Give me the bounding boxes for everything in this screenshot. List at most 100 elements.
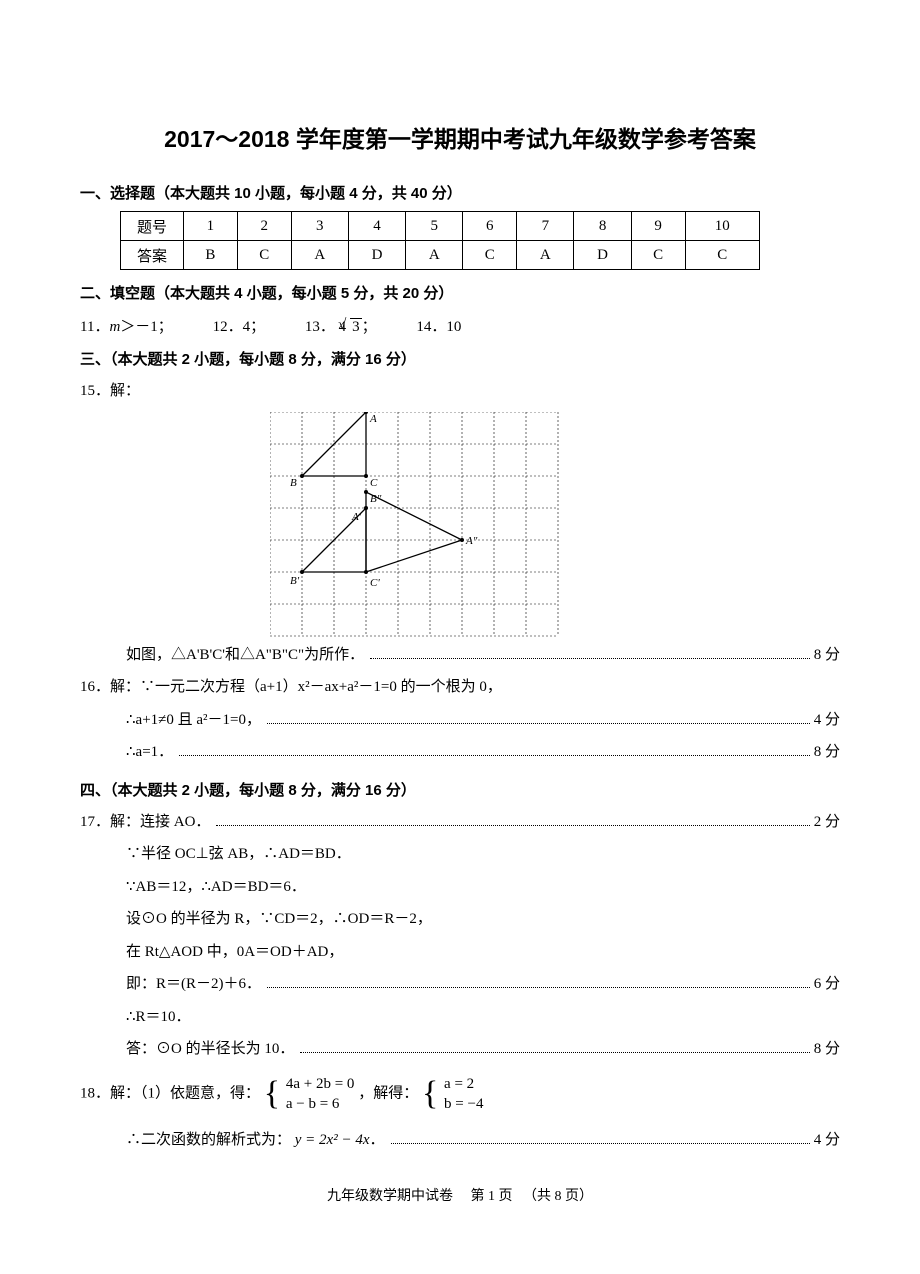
mc-answer: C xyxy=(237,241,291,270)
q17-l4: 设⊙O 的半径为 R，∵CD＝2，∴OD＝R－2， xyxy=(126,905,840,934)
lbl-A2: A" xyxy=(465,535,478,547)
q18-label: 18．解： xyxy=(80,1085,140,1101)
q15-label: 15．解： xyxy=(80,383,140,399)
mc-answer: C xyxy=(631,241,685,270)
q17-l1-score: 2 分 xyxy=(814,808,840,837)
q15-caption: 如图，△A'B'C'和△A"B"C"为所作． xyxy=(126,641,364,670)
q17-l8-score: 8 分 xyxy=(814,1035,840,1064)
row-label: 题号 xyxy=(121,212,184,241)
q18-eq2a: a = 2 xyxy=(444,1074,483,1094)
col-num: 7 xyxy=(517,212,574,241)
q17-l8-row: 答：⊙O 的半径长为 10． 8 分 xyxy=(126,1035,840,1064)
q15: 15．解： xyxy=(80,377,840,406)
q17-l5: 在 Rt△AOD 中，0A＝OD＋AD， xyxy=(126,938,840,967)
brace-left-icon: { xyxy=(422,1076,438,1112)
col-num: 6 xyxy=(463,212,517,241)
q12: 12．4； xyxy=(213,315,266,336)
q17-label-text: 17．解：连接 AO． xyxy=(80,808,210,837)
q15-diagram: A B C A' B' C' A" B" xyxy=(270,412,840,637)
q13: 13． 43； xyxy=(305,315,377,336)
col-num: 10 xyxy=(685,212,760,241)
q18-l2-eq: y = 2x² − 4x xyxy=(295,1132,370,1148)
mc-answer: A xyxy=(517,241,574,270)
q17-l6-score: 6 分 xyxy=(814,970,840,999)
q18-system1: 4a + 2b = 0 a − b = 6 xyxy=(286,1074,355,1115)
q18-l2: ∴二次函数的解析式为： xyxy=(126,1132,291,1148)
dotfill xyxy=(216,825,809,826)
footer-mid: 第 1 页 xyxy=(471,1189,513,1204)
col-num: 2 xyxy=(237,212,291,241)
mc-answer: A xyxy=(291,241,348,270)
q18-system2: a = 2 b = −4 xyxy=(444,1074,483,1115)
q13-radicand: 3 xyxy=(350,318,362,335)
sqrt-icon: 3 xyxy=(346,319,362,336)
dotfill xyxy=(391,1143,810,1144)
lbl-B: B xyxy=(290,477,297,489)
section1-heading: 一、选择题（本大题共 10 小题，每小题 4 分，共 40 分） xyxy=(80,182,840,203)
q16-l3-row: ∴a=1． 8 分 xyxy=(126,738,840,767)
q17-l8: 答：⊙O 的半径长为 10． xyxy=(126,1035,294,1064)
mc-answer: A xyxy=(406,241,463,270)
q16-l2: ∴a+1≠0 且 a²－1=0， xyxy=(126,706,261,735)
q17-l3: ∵AB＝12，∴AD＝BD＝6． xyxy=(126,873,840,902)
q18-l2-tail: ． xyxy=(369,1132,384,1148)
col-num: 9 xyxy=(631,212,685,241)
dotfill xyxy=(300,1052,809,1053)
q13-label: 13． xyxy=(305,319,335,335)
section4-heading: 四、（本大题共 2 小题，每小题 8 分，满分 16 分） xyxy=(80,779,840,800)
mc-answer: D xyxy=(574,241,631,270)
q17-l1-row: 17．解：连接 AO． 2 分 xyxy=(80,808,840,837)
page-footer: 九年级数学期中试卷 第 1 页 （共 8 页） xyxy=(80,1185,840,1205)
q14-label: 14． xyxy=(416,319,446,335)
q17-l6-row: 即：R＝(R－2)＋6． 6 分 xyxy=(126,970,840,999)
q14-ans: 10 xyxy=(446,319,461,335)
lbl-C1: C' xyxy=(370,577,380,589)
q16-l2-row: ∴a+1≠0 且 a²－1=0， 4 分 xyxy=(126,706,840,735)
q18-l2-score: 4 分 xyxy=(814,1126,840,1155)
mc-answer: C xyxy=(685,241,760,270)
q11: 11．m＞－1； xyxy=(80,315,173,336)
footer-left: 九年级数学期中试卷 xyxy=(327,1189,453,1204)
lbl-B2: B" xyxy=(370,493,382,505)
grid-diagram: A B C A' B' C' A" B" xyxy=(270,412,560,637)
q12-label: 12． xyxy=(213,319,243,335)
col-num: 3 xyxy=(291,212,348,241)
q18-l1-pre: （1）依题意，得： xyxy=(140,1085,260,1101)
col-num: 1 xyxy=(184,212,238,241)
brace-left-icon: { xyxy=(264,1076,280,1112)
page-title: 2017～2018 学年度第一学期期中考试九年级数学参考答案 xyxy=(80,120,840,154)
grid xyxy=(270,412,558,636)
q17-l2: ∵半径 OC⊥弦 AB，∴AD＝BD． xyxy=(126,840,840,869)
page: 2017～2018 学年度第一学期期中考试九年级数学参考答案 一、选择题（本大题… xyxy=(0,0,920,1274)
q16-l2-score: 4 分 xyxy=(814,706,840,735)
q12-ans: 4； xyxy=(243,319,266,335)
dotfill xyxy=(267,987,810,988)
q11-label: 11． xyxy=(80,319,109,335)
q18-eq2b: b = −4 xyxy=(444,1094,483,1114)
row-label: 答案 xyxy=(121,241,184,270)
q11-rest: ＞－1； xyxy=(120,319,173,335)
q18-l1: 18．解：（1）依题意，得： { 4a + 2b = 0 a − b = 6 ，… xyxy=(80,1074,840,1115)
mc-answer-table: 题号 1 2 3 4 5 6 7 8 9 10 答案 B C A D A C A… xyxy=(120,211,760,270)
col-num: 5 xyxy=(406,212,463,241)
q18-l2-row: ∴二次函数的解析式为： y = 2x² − 4x． 4 分 xyxy=(126,1126,840,1155)
q18-l2-text: ∴二次函数的解析式为： y = 2x² − 4x． xyxy=(126,1126,385,1155)
section3-heading: 三、（本大题共 2 小题，每小题 8 分，满分 16 分） xyxy=(80,348,840,369)
q16-label: 16．解： xyxy=(80,679,140,695)
lbl-B1: B' xyxy=(290,575,300,587)
q18-eq1b: a − b = 6 xyxy=(286,1094,355,1114)
q17-l1: 连接 AO． xyxy=(140,814,210,830)
q16-line: 16．解：∵一元二次方程（a+1）x²－ax+a²－1=0 的一个根为 0， xyxy=(80,673,840,702)
col-num: 8 xyxy=(574,212,631,241)
fill-answers: 11．m＞－1； 12．4； 13． 43； 14．10 xyxy=(80,315,840,336)
q16-l1: ∵一元二次方程（a+1）x²－ax+a²－1=0 的一个根为 0， xyxy=(140,679,502,695)
q17-l7: ∴R＝10． xyxy=(126,1003,840,1032)
dotfill xyxy=(370,658,810,659)
q11-var: m xyxy=(109,319,120,335)
q16-l3-score: 8 分 xyxy=(814,738,840,767)
table-row: 题号 1 2 3 4 5 6 7 8 9 10 xyxy=(121,212,760,241)
mc-answer: B xyxy=(184,241,238,270)
lbl-A1: A' xyxy=(351,511,362,523)
mc-answer: D xyxy=(348,241,405,270)
section2-heading: 二、填空题（本大题共 4 小题，每小题 5 分，共 20 分） xyxy=(80,282,840,303)
